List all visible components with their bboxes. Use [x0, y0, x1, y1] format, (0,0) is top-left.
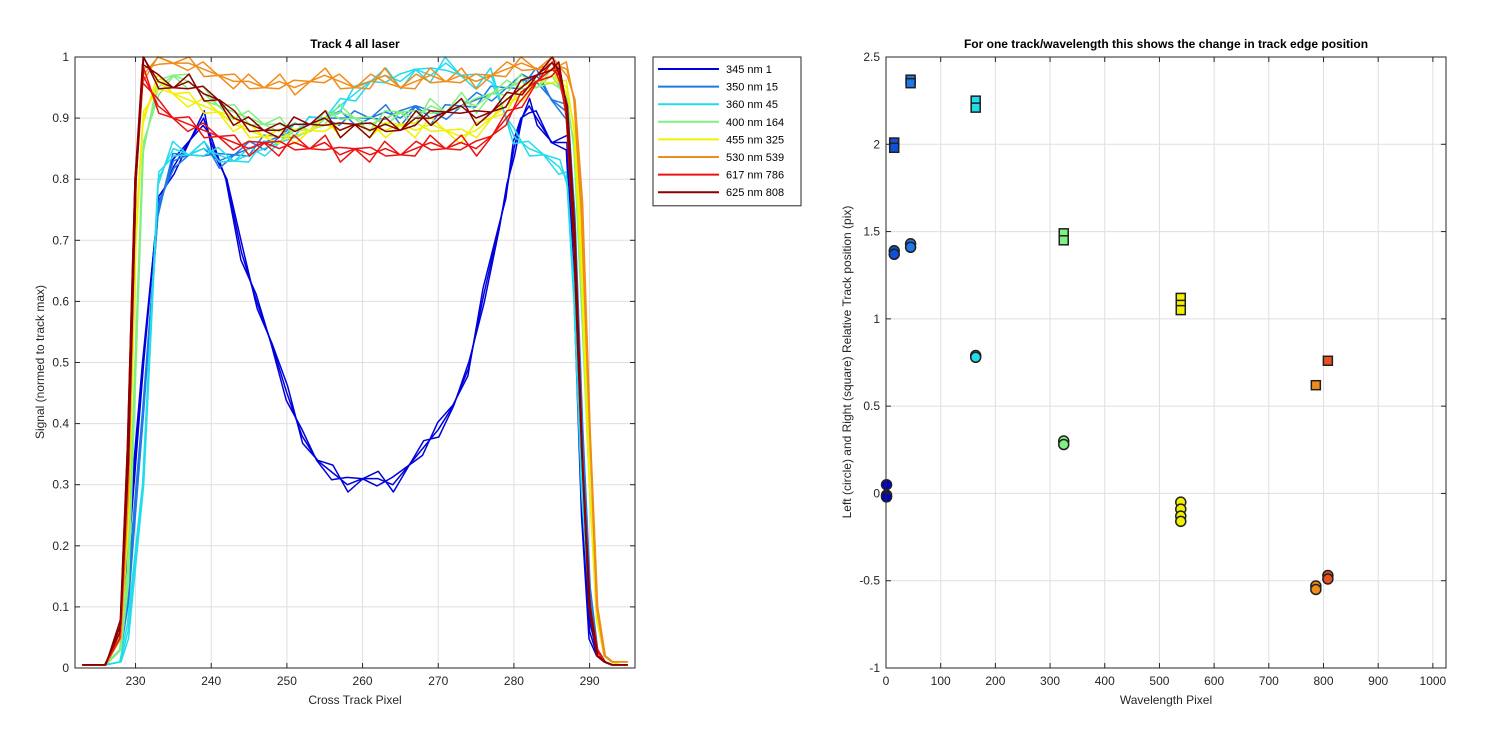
left-ticks: 230 240 250 260 270 280 290 0 0.1 0.2 0.3 0.4 0.5 0.6… [52, 50, 635, 688]
series-group-7 [82, 56, 628, 666]
right-y-tick-label: -1 [869, 661, 880, 675]
left-x-tick-label: 280 [504, 674, 524, 688]
circle-marker [904, 241, 917, 254]
square-marker [1322, 355, 1334, 367]
left-legend: 345 nm 1 350 nm 15 360 nm 45 400 nm 164 455 … [652, 56, 802, 207]
left-y-tick-label: 0.5 [52, 356, 69, 370]
right-x-tick-label: 300 [1040, 674, 1060, 688]
left-x-tick-label: 290 [580, 674, 600, 688]
right-x-tick-label: 900 [1368, 674, 1388, 688]
right-x-tick-label: 0 [883, 674, 890, 688]
right-y-axis-label: Left (circle) and Right (square) Relativ… [840, 206, 854, 519]
left-x-tick-label: 250 [277, 674, 297, 688]
left-x-tick-label: 260 [353, 674, 373, 688]
circle-marker [1322, 573, 1334, 585]
left-x-tick-label: 240 [201, 674, 221, 688]
circle-marker [1310, 583, 1322, 596]
legend-label: 360 nm 45 [726, 99, 778, 111]
series-line-4-2 [82, 73, 627, 666]
right-y-tick-label: 0.5 [863, 399, 880, 413]
legend-label: 350 nm 15 [726, 82, 778, 94]
legend-label: 455 nm 325 [726, 134, 784, 146]
left-y-tick-label: 0.1 [52, 600, 69, 614]
right-y-tick-label: 2.5 [863, 50, 880, 64]
left-y-tick-label: 0.4 [52, 417, 69, 431]
right-x-axis-label: Wavelength Pixel [1120, 693, 1212, 707]
right-x-tick-label: 400 [1095, 674, 1115, 688]
square-marker [1175, 304, 1187, 316]
square-marker [1058, 235, 1069, 246]
legend-label: 617 nm 786 [726, 170, 784, 182]
right-x-tick-label: 100 [931, 674, 951, 688]
series-line-3-2 [82, 73, 627, 666]
right-chart-title: For one track/wavelength this shows the … [964, 37, 1368, 51]
square-marker [1310, 379, 1322, 391]
right-y-tick-label: 1 [873, 312, 880, 326]
left-y-tick-label: 0.6 [52, 294, 69, 308]
series-group-4 [82, 67, 628, 666]
right-y-tick-label: 2 [873, 137, 880, 151]
circle-marker [888, 248, 900, 261]
right-markers [880, 74, 1334, 596]
square-marker [888, 142, 900, 154]
right-plot-area [886, 57, 1446, 668]
left-chart: 230 240 250 260 270 280 290 0 0.1 0.2 0.3 0.4 0.5 0.6… [33, 37, 802, 707]
circle-marker [969, 351, 982, 364]
left-y-tick-label: 0 [62, 661, 69, 675]
legend-box [652, 56, 802, 207]
legend-label: 625 nm 808 [726, 187, 784, 199]
right-y-tick-label: -0.5 [859, 574, 880, 588]
series-line-7-2 [82, 61, 627, 666]
right-x-tick-label: 200 [985, 674, 1005, 688]
left-y-tick-label: 0.9 [52, 111, 69, 125]
left-series-lines [82, 56, 628, 666]
legend-label: 400 nm 164 [726, 117, 784, 129]
left-y-tick-label: 0.2 [52, 539, 69, 553]
right-chart: 0 100 200 300 400 500 600 700 800 900 1000 -1 -0.5 0 0… [840, 37, 1447, 707]
right-x-tick-label: 800 [1313, 674, 1333, 688]
series-line-1-1 [83, 73, 628, 666]
square-marker [970, 102, 981, 113]
circle-marker [1175, 515, 1187, 528]
right-axes-box [885, 56, 1447, 669]
right-ticks: 0 100 200 300 400 500 600 700 800 900 1000 -1 -0.5 0 0… [859, 50, 1446, 688]
left-chart-title: Track 4 all laser [310, 37, 400, 51]
left-y-tick-label: 0.3 [52, 478, 69, 492]
right-x-tick-label: 500 [1149, 674, 1169, 688]
left-y-tick-label: 1 [62, 50, 69, 64]
right-x-tick-label: 600 [1204, 674, 1224, 688]
right-x-tick-label: 700 [1259, 674, 1279, 688]
circle-marker [1057, 438, 1070, 451]
series-line-5-2 [82, 56, 627, 666]
circle-marker [880, 478, 893, 491]
right-x-tick-label: 1000 [1420, 674, 1447, 688]
circle-marker [880, 491, 893, 503]
series-group-5 [82, 56, 628, 666]
right-y-tick-label: 0 [873, 486, 880, 500]
legend-label: 345 nm 1 [726, 64, 772, 76]
right-y-tick-label: 1.5 [863, 225, 880, 239]
left-x-tick-label: 270 [428, 674, 448, 688]
square-marker [905, 77, 916, 89]
left-x-tick-label: 230 [126, 674, 146, 688]
legend-label: 530 nm 539 [726, 152, 784, 164]
left-y-tick-label: 0.8 [52, 172, 69, 186]
left-y-axis-label: Signal (normed to track max) [33, 285, 47, 439]
left-y-tick-label: 0.7 [52, 233, 69, 247]
left-x-axis-label: Cross Track Pixel [308, 693, 401, 707]
